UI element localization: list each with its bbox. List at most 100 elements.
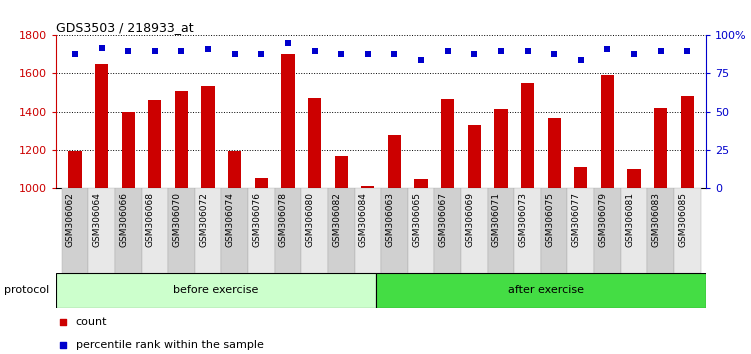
Bar (248, 188, 275, 273)
Point (495, 48, 507, 53)
Point (122, 48, 134, 53)
Text: GSM306068: GSM306068 (146, 192, 155, 247)
Point (255, 51, 267, 57)
Bar (89, 188, 115, 273)
Point (362, 51, 374, 57)
Bar (601, 75, 614, 188)
Point (548, 51, 560, 57)
Bar (255, 178, 268, 188)
Point (202, 46, 214, 52)
Text: GSM306072: GSM306072 (199, 192, 208, 247)
Bar (328, 188, 354, 273)
Bar (122, 113, 135, 188)
Bar (301, 188, 328, 273)
Text: count: count (76, 317, 107, 327)
Bar (680, 96, 694, 188)
Text: GSM306063: GSM306063 (385, 192, 394, 247)
Point (655, 48, 667, 53)
Text: GSM306080: GSM306080 (306, 192, 315, 247)
Text: GSM306078: GSM306078 (279, 192, 288, 247)
Bar (361, 186, 375, 188)
Text: GDS3503 / 218933_at: GDS3503 / 218933_at (56, 21, 194, 34)
Text: GSM306079: GSM306079 (599, 192, 608, 247)
Point (95, 45, 107, 50)
Bar (222, 188, 248, 273)
Text: percentile rank within the sample: percentile rank within the sample (76, 340, 264, 350)
Point (69, 51, 81, 57)
Bar (674, 188, 701, 273)
Text: GSM306083: GSM306083 (652, 192, 661, 247)
Bar (195, 188, 222, 273)
Point (57, 342, 69, 348)
Text: GSM306075: GSM306075 (545, 192, 554, 247)
Bar (201, 86, 215, 188)
Text: GSM306064: GSM306064 (92, 192, 101, 247)
Bar (334, 156, 348, 188)
Point (628, 51, 640, 57)
Point (388, 51, 400, 57)
Text: GSM306082: GSM306082 (332, 192, 341, 247)
Text: GSM306074: GSM306074 (226, 192, 235, 247)
Bar (148, 100, 161, 188)
Bar (168, 188, 195, 273)
Text: GSM306081: GSM306081 (625, 192, 634, 247)
Bar (547, 118, 561, 188)
Bar (415, 179, 428, 188)
Text: GSM306085: GSM306085 (678, 192, 687, 247)
Point (229, 51, 241, 57)
Bar (354, 188, 382, 273)
Bar (175, 91, 188, 188)
Point (602, 46, 614, 52)
Text: GSM306067: GSM306067 (439, 192, 448, 247)
Point (335, 51, 347, 57)
Bar (382, 188, 408, 273)
Bar (62, 188, 89, 273)
Bar (141, 188, 168, 273)
Bar (275, 188, 301, 273)
Text: GSM306077: GSM306077 (572, 192, 581, 247)
Bar (594, 188, 621, 273)
Point (442, 48, 454, 53)
Bar (575, 167, 587, 188)
Point (415, 57, 427, 63)
Text: GSM306084: GSM306084 (359, 192, 368, 247)
Point (681, 48, 693, 53)
Point (521, 48, 533, 53)
Bar (468, 125, 481, 188)
Text: GSM306069: GSM306069 (466, 192, 475, 247)
Text: GSM306076: GSM306076 (252, 192, 261, 247)
Text: GSM306070: GSM306070 (173, 192, 182, 247)
Bar (441, 99, 454, 188)
Text: GSM306066: GSM306066 (119, 192, 128, 247)
Point (149, 48, 161, 53)
Text: after exercise: after exercise (508, 285, 584, 295)
Text: GSM306062: GSM306062 (66, 192, 75, 247)
Point (575, 57, 587, 63)
Bar (115, 188, 141, 273)
Text: before exercise: before exercise (173, 285, 259, 295)
Point (309, 48, 321, 53)
Text: protocol: protocol (4, 285, 49, 295)
Text: GSM306065: GSM306065 (412, 192, 421, 247)
Point (176, 48, 188, 53)
Bar (568, 188, 594, 273)
Text: GSM306073: GSM306073 (518, 192, 527, 247)
Bar (308, 98, 321, 188)
Bar (388, 135, 401, 188)
Text: GSM306071: GSM306071 (492, 192, 501, 247)
Bar (228, 152, 241, 188)
Bar (541, 188, 568, 273)
Point (57, 319, 69, 325)
Bar (487, 188, 514, 273)
Bar (68, 152, 82, 188)
Bar (434, 188, 461, 273)
Point (469, 51, 481, 57)
Bar (461, 188, 487, 273)
Bar (95, 64, 108, 188)
Bar (654, 108, 668, 188)
Bar (376, 273, 706, 308)
Bar (627, 169, 641, 188)
Bar (56, 273, 376, 308)
Bar (521, 83, 534, 188)
Bar (282, 55, 294, 188)
